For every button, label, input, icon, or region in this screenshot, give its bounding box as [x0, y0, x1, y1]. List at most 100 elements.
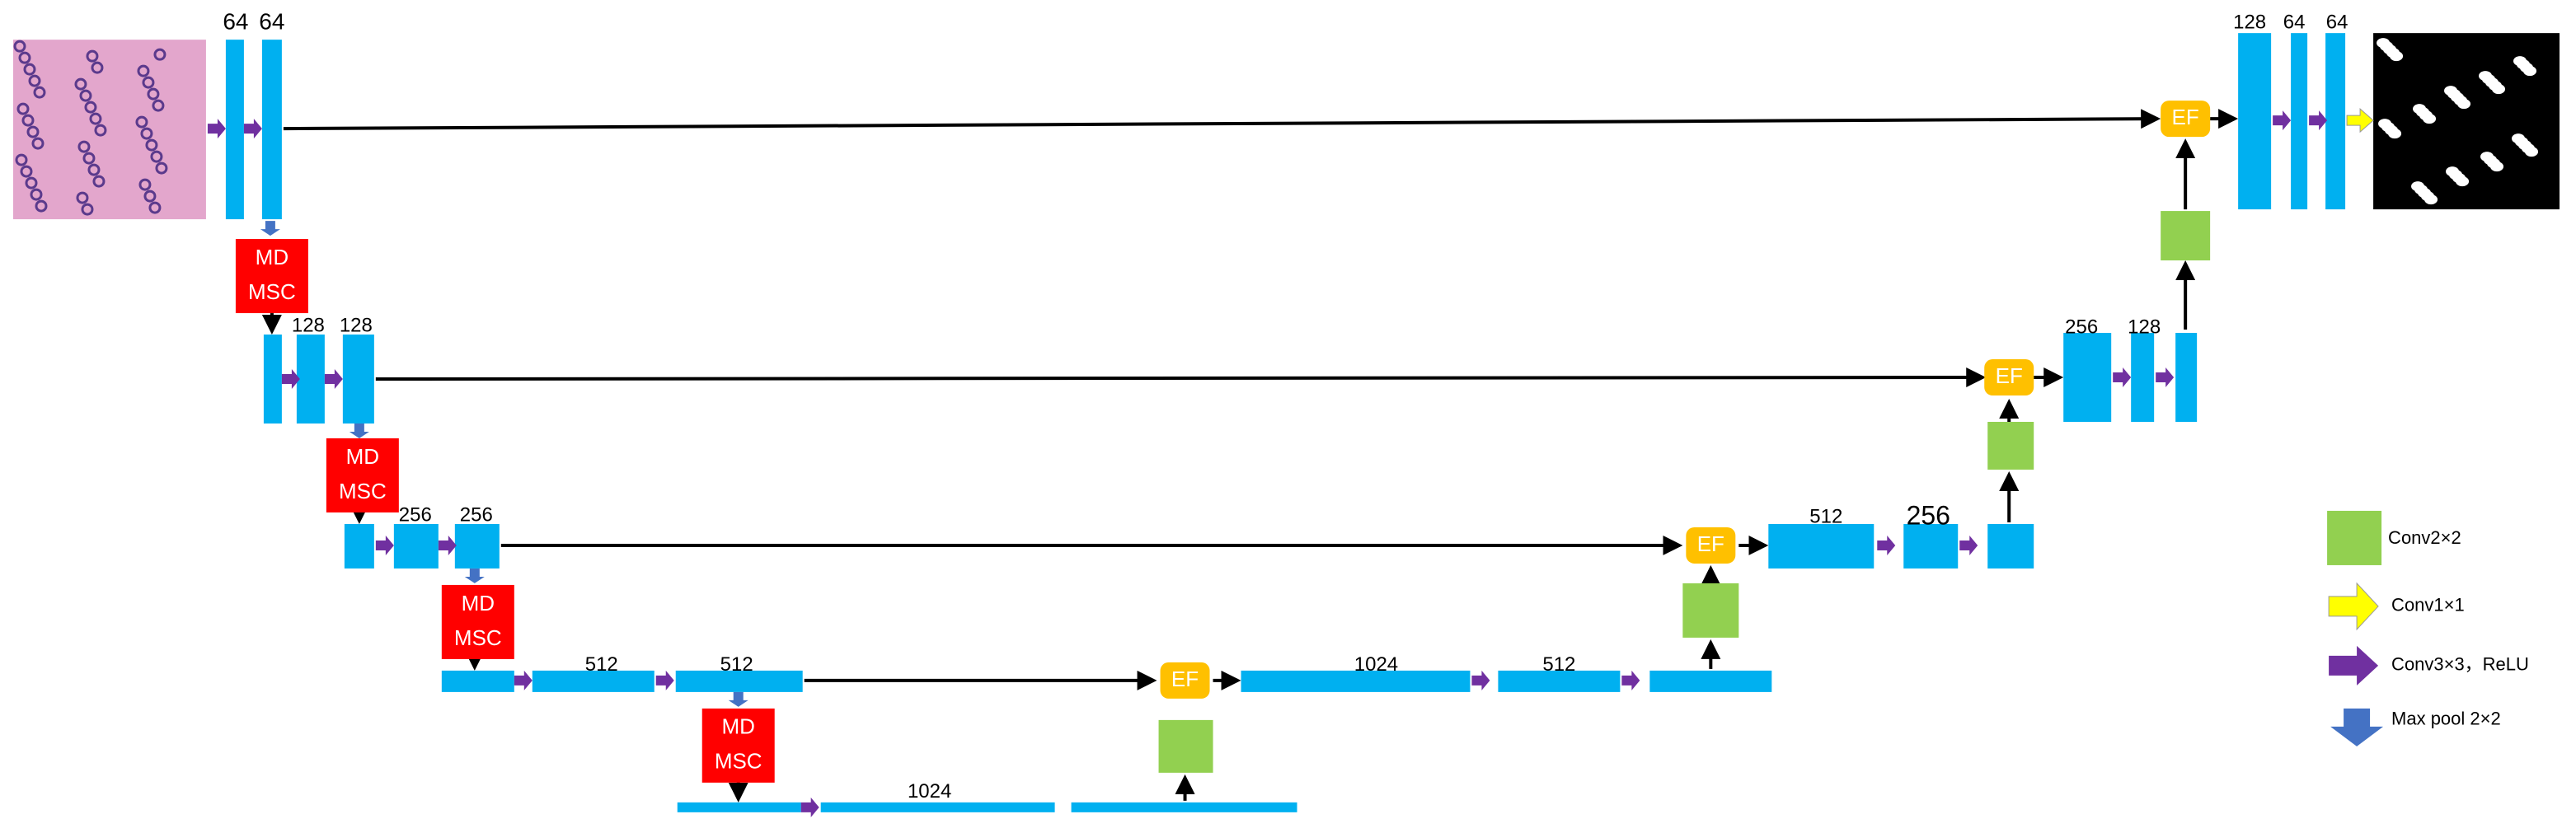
conv-arrow — [655, 670, 674, 690]
ef-label: EF — [1171, 667, 1199, 691]
blob — [2525, 147, 2539, 157]
channel-label: 128 — [292, 314, 325, 336]
channel-label: 1024 — [1354, 653, 1398, 676]
channel-label: 128 — [2233, 11, 2266, 33]
nucleus — [137, 64, 150, 77]
nucleus — [18, 51, 31, 64]
conv1-arrow — [2346, 108, 2374, 133]
feature-map — [1987, 523, 2034, 569]
labels: MD MSC MD MSC MD MSC MD MSC EF EF EF EF — [248, 105, 2199, 774]
channel-label: 256 — [399, 503, 432, 526]
nucleus — [94, 124, 107, 137]
conv-arrow — [438, 535, 457, 555]
nucleus — [86, 49, 99, 63]
feature-map — [1649, 670, 1772, 692]
conv2-block — [1158, 719, 1213, 773]
md-msc-label: MSC — [339, 479, 387, 503]
nucleus — [153, 48, 167, 61]
nucleus — [25, 176, 38, 190]
conv2-block — [2327, 510, 2382, 565]
maxpool-arrow — [728, 691, 748, 707]
feature-map — [2175, 333, 2198, 422]
conv-arrow — [2113, 367, 2132, 388]
nucleus — [77, 140, 91, 153]
nucleus — [15, 153, 28, 166]
md-msc-label: MD — [346, 444, 379, 469]
nucleus — [143, 190, 157, 203]
nucleus — [20, 165, 33, 178]
conv-arrow — [2309, 110, 2328, 131]
nucleus — [30, 188, 43, 201]
feature-map — [1241, 670, 1471, 692]
blob — [2390, 51, 2404, 62]
nucleus — [138, 178, 152, 191]
channel-label: 256 — [1907, 500, 1950, 530]
nucleus — [28, 74, 41, 87]
md-msc-label: MD — [256, 245, 289, 269]
channel-label: 512 — [1542, 653, 1575, 676]
conv-arrow — [800, 797, 819, 817]
nucleus — [89, 112, 102, 125]
md-msc-block — [701, 708, 775, 783]
blob — [2388, 129, 2402, 139]
feature-map — [1498, 670, 1621, 692]
channel-label: 512 — [1809, 505, 1842, 527]
md-msc-label: MD — [722, 714, 755, 739]
blob — [2457, 99, 2471, 110]
md-msc-block — [441, 584, 514, 659]
maxpool-arrow — [349, 423, 369, 438]
channel-label: 64 — [223, 9, 248, 35]
ef-block — [1686, 526, 1736, 564]
ef-label: EF — [1697, 531, 1724, 556]
feature-map — [261, 40, 282, 220]
channel-label: 64 — [259, 9, 284, 35]
conv-arrow — [207, 119, 226, 139]
feature-map — [1903, 523, 1959, 569]
blob — [2424, 194, 2438, 205]
feature-map — [2325, 33, 2346, 210]
ef-label: EF — [2172, 105, 2199, 129]
channel-label: 128 — [2128, 316, 2161, 338]
channel-label: 512 — [720, 653, 753, 676]
conv-arrow — [1877, 535, 1896, 555]
legend-label: Conv2×2 — [2388, 527, 2461, 548]
channel-label: 64 — [2326, 11, 2348, 33]
feature-map — [532, 670, 655, 692]
nucleus — [84, 101, 97, 114]
blob — [2523, 66, 2537, 77]
nucleus — [81, 203, 94, 216]
legend-conv3 — [2329, 645, 2379, 686]
channel-label: 256 — [460, 503, 493, 526]
feature-map — [1071, 802, 1297, 812]
maxpool-arrow — [260, 221, 280, 236]
blob — [2423, 114, 2437, 124]
legend-label: Conv3×3，ReLU — [2391, 654, 2529, 675]
nucleus — [33, 86, 46, 99]
conv2-block — [1987, 421, 2034, 470]
feature-map — [675, 670, 803, 692]
channel-label: 64 — [2283, 11, 2306, 33]
md-msc-label: MSC — [715, 749, 762, 774]
nucleus — [21, 114, 35, 127]
maxpool-arrow — [464, 568, 485, 583]
conv2-block — [2161, 211, 2211, 261]
legend-label: Conv1×1 — [2391, 595, 2465, 615]
feature-map — [2291, 33, 2308, 210]
channel-label: 256 — [2065, 316, 2098, 338]
feature-map — [1768, 523, 1875, 569]
nucleus — [35, 199, 48, 213]
nucleus — [79, 89, 92, 102]
blob — [2490, 161, 2504, 172]
nucleus — [74, 77, 87, 91]
feature-map — [225, 40, 244, 220]
nucleus — [140, 127, 153, 140]
conv-arrow — [281, 369, 300, 390]
conv-arrow — [324, 369, 343, 390]
input-image — [12, 40, 206, 220]
nucleus — [31, 137, 45, 150]
nucleus — [142, 76, 155, 89]
nucleus — [87, 163, 101, 176]
feature-map — [296, 335, 325, 424]
channel-label: 512 — [585, 653, 618, 676]
